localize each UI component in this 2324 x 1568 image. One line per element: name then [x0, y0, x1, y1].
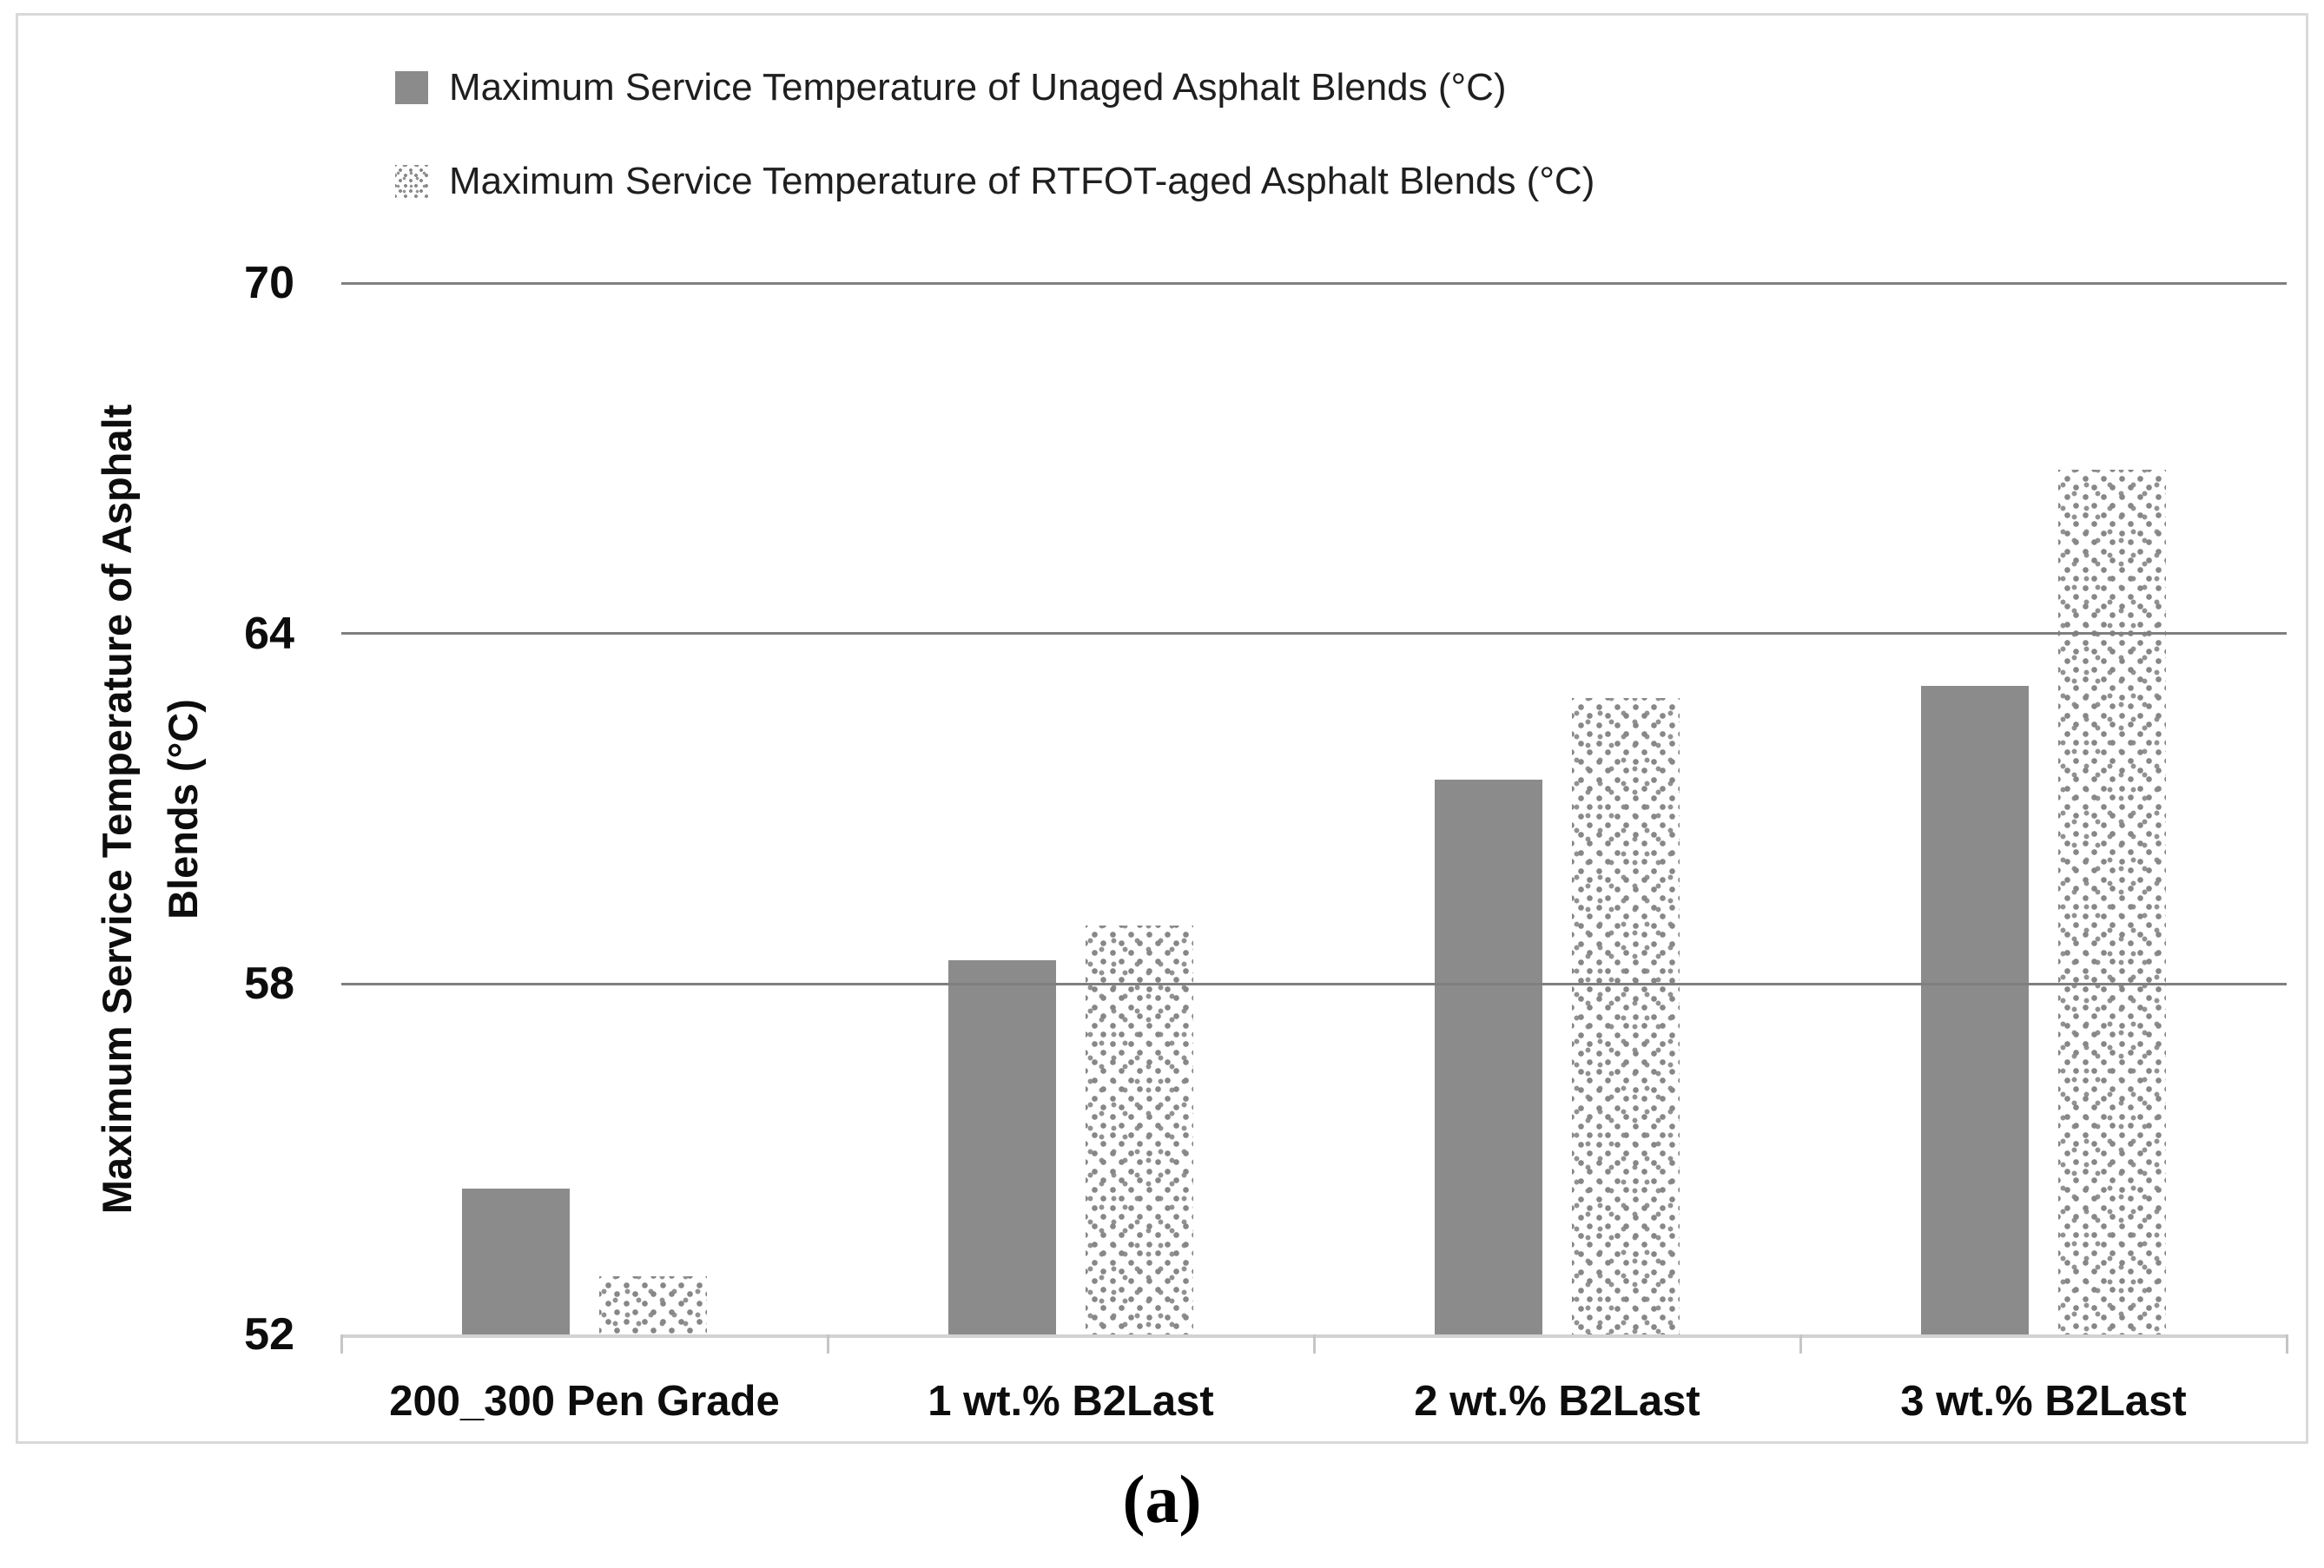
chart-legend: Maximum Service Temperature of Unaged As…: [395, 65, 1594, 253]
x-axis-tick: [2285, 1334, 2288, 1354]
chart-frame: Maximum Service Temperature of Unaged As…: [16, 13, 2308, 1444]
legend-item-unaged: Maximum Service Temperature of Unaged As…: [395, 65, 1594, 110]
bar-rtfot-aged-2: [1086, 926, 1193, 1334]
bar-unaged-4: [1921, 686, 2029, 1334]
legend-item-rtfot-aged: Maximum Service Temperature of RTFOT-age…: [395, 159, 1594, 204]
bar-group-4: [1800, 283, 2287, 1334]
figure-caption: (a): [1122, 1461, 1202, 1537]
y-axis-title-line2: Blends (°C): [160, 699, 206, 919]
legend-label-rtfot-aged: Maximum Service Temperature of RTFOT-age…: [449, 160, 1595, 202]
bar-unaged-2: [948, 960, 1056, 1334]
gridline-70: [341, 281, 2287, 285]
bar-unaged-1: [462, 1188, 570, 1334]
x-category-label-2: 1 wt.% B2Last: [928, 1378, 1214, 1425]
bar-groups: [341, 283, 2287, 1334]
x-category-label-4: 3 wt.% B2Last: [1900, 1378, 2187, 1425]
x-category-label-1: 200_300 Pen Grade: [389, 1378, 780, 1425]
bar-rtfot-aged-4: [2058, 470, 2166, 1334]
x-axis-tick: [1799, 1334, 1802, 1354]
y-tick-label-70: 70: [244, 258, 294, 308]
gridline-58: [341, 982, 2287, 985]
x-category-label-3: 2 wt.% B2Last: [1414, 1378, 1700, 1425]
legend-swatch-dotted-icon: [395, 165, 428, 198]
y-axis-title: Maximum Service Temperature of Asphalt B…: [84, 245, 216, 1374]
bar-unaged-3: [1435, 779, 1542, 1334]
legend-swatch-solid-icon: [395, 71, 428, 104]
x-axis-category-labels: 200_300 Pen Grade 1 wt.% B2Last 2 wt.% B2L…: [341, 1377, 2287, 1426]
x-axis-tick: [826, 1334, 829, 1354]
y-axis-title-line1: Maximum Service Temperature of Asphalt: [94, 404, 140, 1215]
legend-label-unaged: Maximum Service Temperature of Unaged As…: [449, 66, 1507, 109]
bar-group-2: [828, 283, 1314, 1334]
x-axis-tick: [1312, 1334, 1316, 1354]
bar-rtfot-aged-1: [599, 1275, 707, 1334]
plot-area: [340, 281, 2288, 1354]
y-tick-label-64: 64: [244, 608, 294, 659]
y-tick-label-58: 58: [244, 959, 294, 1010]
y-tick-label-52: 52: [244, 1309, 294, 1360]
x-axis-tick: [340, 1334, 343, 1354]
gridline-64: [341, 632, 2287, 636]
bar-group-3: [1314, 283, 1800, 1334]
bar-rtfot-aged-3: [1572, 697, 1680, 1334]
bar-group-1: [341, 283, 828, 1334]
